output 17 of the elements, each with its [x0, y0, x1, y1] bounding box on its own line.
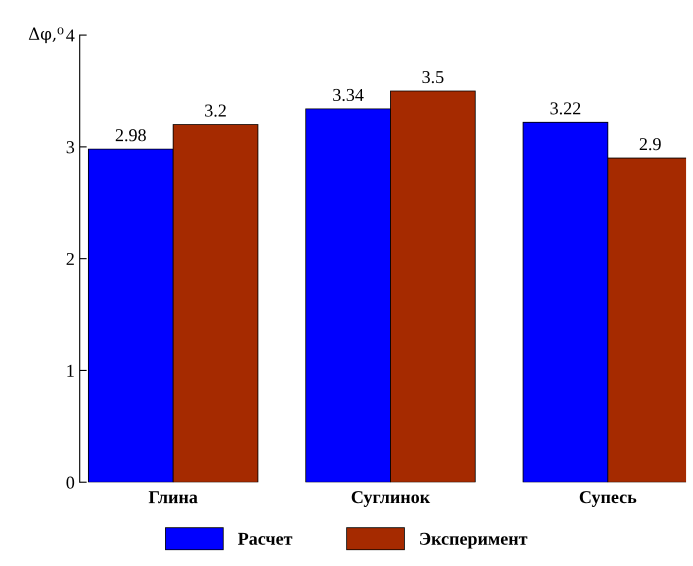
y-tick-label: 3	[66, 141, 74, 154]
data-label: 3.34	[333, 88, 364, 102]
legend-label: Эксперимент	[420, 532, 528, 549]
x-tick-label: Супесь	[580, 491, 636, 507]
y-tick-label: 2	[66, 252, 74, 265]
data-label: 2.98	[116, 129, 146, 142]
x-tick-label: Глина	[148, 491, 198, 504]
y-tick-label: 0	[66, 476, 74, 489]
data-label: 3.2	[205, 104, 226, 117]
x-tick-label: Суглинок	[352, 491, 430, 507]
y-axis-title: Δφ,⁰	[28, 27, 64, 44]
y-tick-label: 1	[67, 364, 74, 377]
data-label: 2.9	[640, 138, 661, 150]
data-label: 3.22	[550, 102, 580, 115]
y-tick-label: 4	[66, 29, 75, 42]
data-label: 3.5	[422, 71, 444, 84]
legend-label: Расчет	[238, 532, 292, 545]
